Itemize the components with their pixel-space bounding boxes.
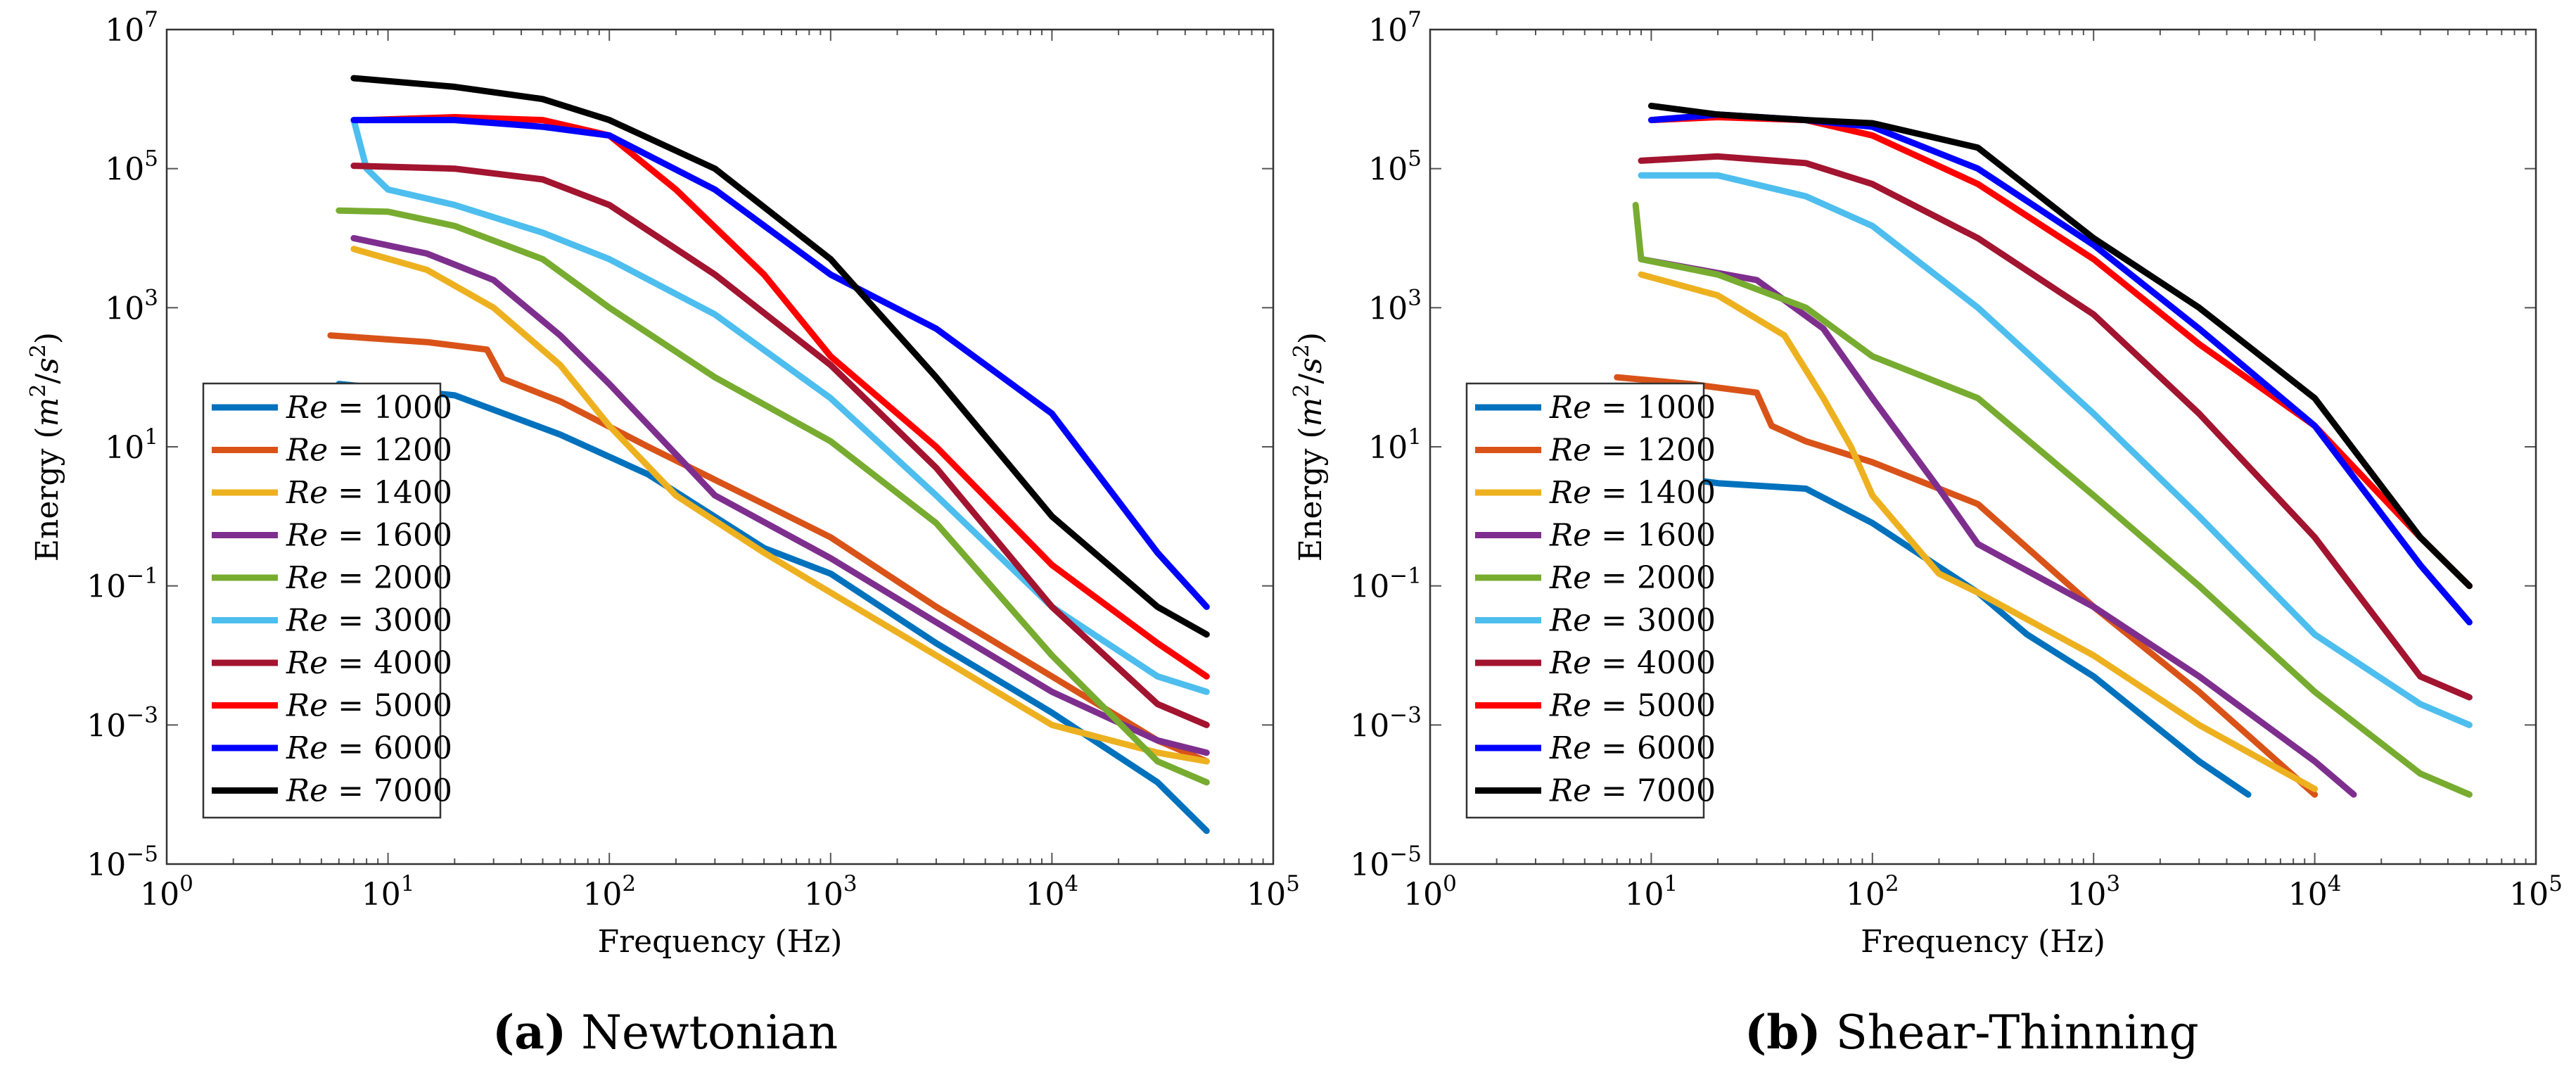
legend-label: Re = 1200 bbox=[1549, 433, 1716, 469]
series-line-re1200 bbox=[327, 332, 1210, 765]
y-tick-label: 103 bbox=[1368, 285, 1422, 326]
caption-b: (b) Shear-Thinning bbox=[1745, 1005, 2199, 1060]
caption-b-text: Shear-Thinning bbox=[1835, 1005, 2199, 1060]
series-line-re2000 bbox=[1632, 201, 2473, 798]
y-axis-label: Energy (m2/s2) bbox=[26, 332, 65, 561]
legend-label: Re = 1000 bbox=[1549, 390, 1716, 426]
svg-text:Energy (m2/s2): Energy (m2/s2) bbox=[1289, 332, 1329, 561]
legend-label: Re = 5000 bbox=[286, 688, 452, 724]
legend-label: Re = 1600 bbox=[1549, 518, 1716, 554]
x-tick-label: 102 bbox=[1846, 871, 1899, 913]
series-line-re3000 bbox=[1638, 172, 2473, 728]
chart-a: 100 101 102 103 104 105 10−5 10−3 10−1 101 103 105 1… bbox=[26, 7, 1300, 960]
legend-label: Re = 6000 bbox=[1549, 730, 1716, 766]
legend-label: Re = 1600 bbox=[286, 518, 452, 554]
caption-b-label: (b) bbox=[1745, 1005, 1821, 1060]
series-line-re2000 bbox=[336, 207, 1210, 786]
x-tick-label: 101 bbox=[1625, 871, 1678, 913]
caption-a: (a) Newtonian bbox=[492, 1005, 838, 1060]
y-tick-label: 107 bbox=[105, 7, 158, 49]
y-tick-label: 10−5 bbox=[1350, 842, 1422, 883]
x-tick-label: 100 bbox=[140, 871, 193, 913]
caption-a-label: (a) bbox=[492, 1005, 567, 1060]
legend-label: Re = 1400 bbox=[1549, 475, 1716, 511]
legend-label: Re = 4000 bbox=[286, 645, 452, 681]
x-tick-label: 102 bbox=[582, 871, 636, 913]
series-line-re1200 bbox=[1614, 374, 2319, 798]
y-tick-label: 101 bbox=[105, 424, 158, 466]
x-tick-label: 103 bbox=[804, 871, 857, 913]
legend-label: Re = 7000 bbox=[1549, 773, 1716, 809]
x-tick-label: 105 bbox=[1246, 871, 1300, 913]
caption-a-text: Newtonian bbox=[581, 1005, 839, 1060]
x-tick-label: 103 bbox=[2067, 871, 2120, 913]
legend-label: Re = 2000 bbox=[286, 560, 452, 596]
legend-label: Re = 7000 bbox=[286, 773, 452, 809]
series-line-re1000 bbox=[336, 381, 1210, 835]
chart-b: 100 101 102 103 104 105 10−5 10−3 10−1 101 103 105 1… bbox=[1289, 7, 2563, 960]
series-line-re5000 bbox=[363, 114, 1210, 680]
legend-label: Re = 1200 bbox=[286, 433, 452, 469]
x-tick-label: 100 bbox=[1403, 871, 1457, 913]
legend: Re = 1000 Re = 1200 Re = 1400 Re = 1600 Re =… bbox=[1465, 382, 1716, 819]
y-tick-label: 105 bbox=[1368, 146, 1422, 188]
y-tick-label: 101 bbox=[1368, 424, 1422, 466]
plot-frame bbox=[165, 28, 1275, 865]
series-line-re3000 bbox=[350, 117, 1210, 695]
y-tick-label: 103 bbox=[105, 285, 158, 326]
y-tick-label: 10−5 bbox=[87, 842, 158, 883]
legend: Re = 1000 Re = 1200 Re = 1400 Re = 1600 Re =… bbox=[202, 382, 452, 819]
legend-label: Re = 2000 bbox=[1549, 560, 1716, 596]
legend-label: Re = 5000 bbox=[1549, 688, 1716, 724]
y-tick-label: 10−3 bbox=[87, 702, 158, 744]
series-line-re1400 bbox=[1638, 271, 2319, 792]
series-line-re1600 bbox=[350, 235, 1210, 756]
series-group bbox=[1614, 102, 2473, 798]
legend-label: Re = 4000 bbox=[1549, 645, 1716, 681]
legend-label: Re = 1400 bbox=[286, 475, 452, 511]
x-tick-label: 101 bbox=[362, 871, 415, 913]
y-tick-label: 10−1 bbox=[1350, 564, 1422, 605]
x-tick-label: 104 bbox=[2288, 871, 2342, 913]
series-line-re1400 bbox=[350, 246, 1210, 765]
svg-text:Energy (m2/s2): Energy (m2/s2) bbox=[26, 332, 65, 561]
x-tick-label: 105 bbox=[2509, 871, 2563, 913]
series-line-re7000 bbox=[1647, 102, 2473, 590]
plot-frame bbox=[1429, 28, 2537, 865]
x-axis-label: Frequency (Hz) bbox=[1861, 924, 2105, 960]
series-line-re6000 bbox=[350, 117, 1210, 610]
x-tick-label: 104 bbox=[1026, 871, 1079, 913]
series-group bbox=[327, 75, 1210, 835]
series-line-re4000 bbox=[350, 163, 1210, 728]
legend-label: Re = 6000 bbox=[286, 730, 452, 766]
series-line-re7000 bbox=[350, 75, 1210, 638]
y-tick-label: 107 bbox=[1368, 7, 1422, 49]
legend-label: Re = 3000 bbox=[286, 603, 452, 639]
y-tick-label: 10−3 bbox=[1350, 702, 1422, 744]
y-tick-label: 105 bbox=[105, 146, 158, 188]
legend-label: Re = 3000 bbox=[1549, 603, 1716, 639]
y-tick-label: 10−1 bbox=[87, 564, 158, 605]
x-axis-label: Frequency (Hz) bbox=[598, 924, 843, 960]
legend-label: Re = 1000 bbox=[286, 390, 452, 426]
y-axis-label: Energy (m2/s2) bbox=[1289, 332, 1329, 561]
series-line-re4000 bbox=[1638, 153, 2473, 701]
